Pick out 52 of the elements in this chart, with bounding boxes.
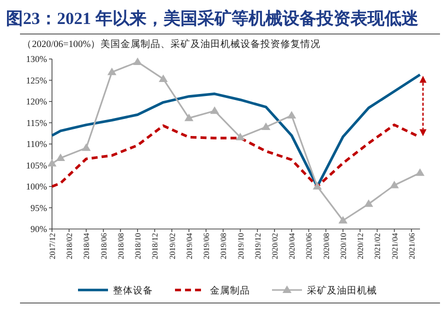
x-tick-label: 2020/06: [304, 233, 314, 260]
point: [158, 74, 168, 82]
x-tick-label: 2018/10: [134, 233, 143, 260]
y-tick-label: 110%: [26, 139, 48, 150]
y-tick-label: 95%: [30, 202, 48, 213]
x-tick-label: 2018/04: [82, 233, 92, 260]
x-tick-label: 2019/02: [168, 233, 177, 260]
point: [210, 106, 220, 114]
point: [261, 122, 270, 130]
y-tick-label: 105%: [26, 160, 48, 170]
x-tick-label: 2020/04: [288, 233, 297, 260]
x-tick-label: 2020/02: [270, 233, 280, 260]
legend-label: 采矿及油田机械: [307, 284, 377, 296]
x-tick-label: 2019/12: [253, 233, 262, 260]
y-tick-label: 100%: [26, 182, 48, 192]
x-tick-label: 2018/02: [65, 233, 74, 260]
point: [287, 111, 296, 119]
point: [133, 57, 142, 65]
x-tick-label: 2021/06: [407, 233, 416, 260]
point: [364, 199, 374, 207]
x-tick-label: 2019/10: [236, 233, 246, 260]
y-tick-label: 90%: [30, 224, 48, 234]
point: [107, 68, 116, 76]
point: [390, 180, 399, 188]
x-tick-label: 2017/12: [48, 233, 57, 260]
x-tick-label: 2021/02: [373, 233, 382, 260]
chart-subtitle: （2020/06=100%）美国金属制品、采矿及油田机械设备投资修复情况: [22, 38, 321, 50]
y-tick-label: 130%: [26, 54, 48, 64]
point: [184, 114, 194, 122]
y-tick-label: 120%: [26, 96, 48, 107]
x-tick-label: 2018/06: [99, 233, 108, 260]
chart-title: 图23：2021 年以来，美国采矿等机械设备投资表现低迷: [6, 9, 418, 28]
point: [56, 154, 66, 162]
point: [48, 159, 56, 167]
y-tick-label: 115%: [26, 118, 48, 128]
legend-label: 金属制品: [210, 284, 250, 296]
point: [82, 143, 91, 151]
legend-label: 整体设备: [113, 284, 153, 296]
point: [312, 182, 322, 190]
x-tick-label: 2020/08: [322, 233, 331, 260]
x-tick-label: 2018/12: [150, 233, 160, 260]
point: [338, 216, 348, 224]
x-tick-label: 2019/08: [219, 233, 228, 260]
x-tick-label: 2021/04: [390, 233, 400, 260]
x-tick-label: 2018/08: [116, 233, 126, 260]
x-tick-label: 2019/06: [202, 233, 212, 260]
x-tick-label: 2020/12: [356, 233, 366, 260]
point: [416, 168, 424, 176]
x-tick-label: 2020/10: [338, 233, 348, 260]
y-tick-label: 125%: [26, 75, 48, 86]
x-tick-label: 2019/04: [184, 233, 194, 260]
point: [236, 132, 245, 140]
